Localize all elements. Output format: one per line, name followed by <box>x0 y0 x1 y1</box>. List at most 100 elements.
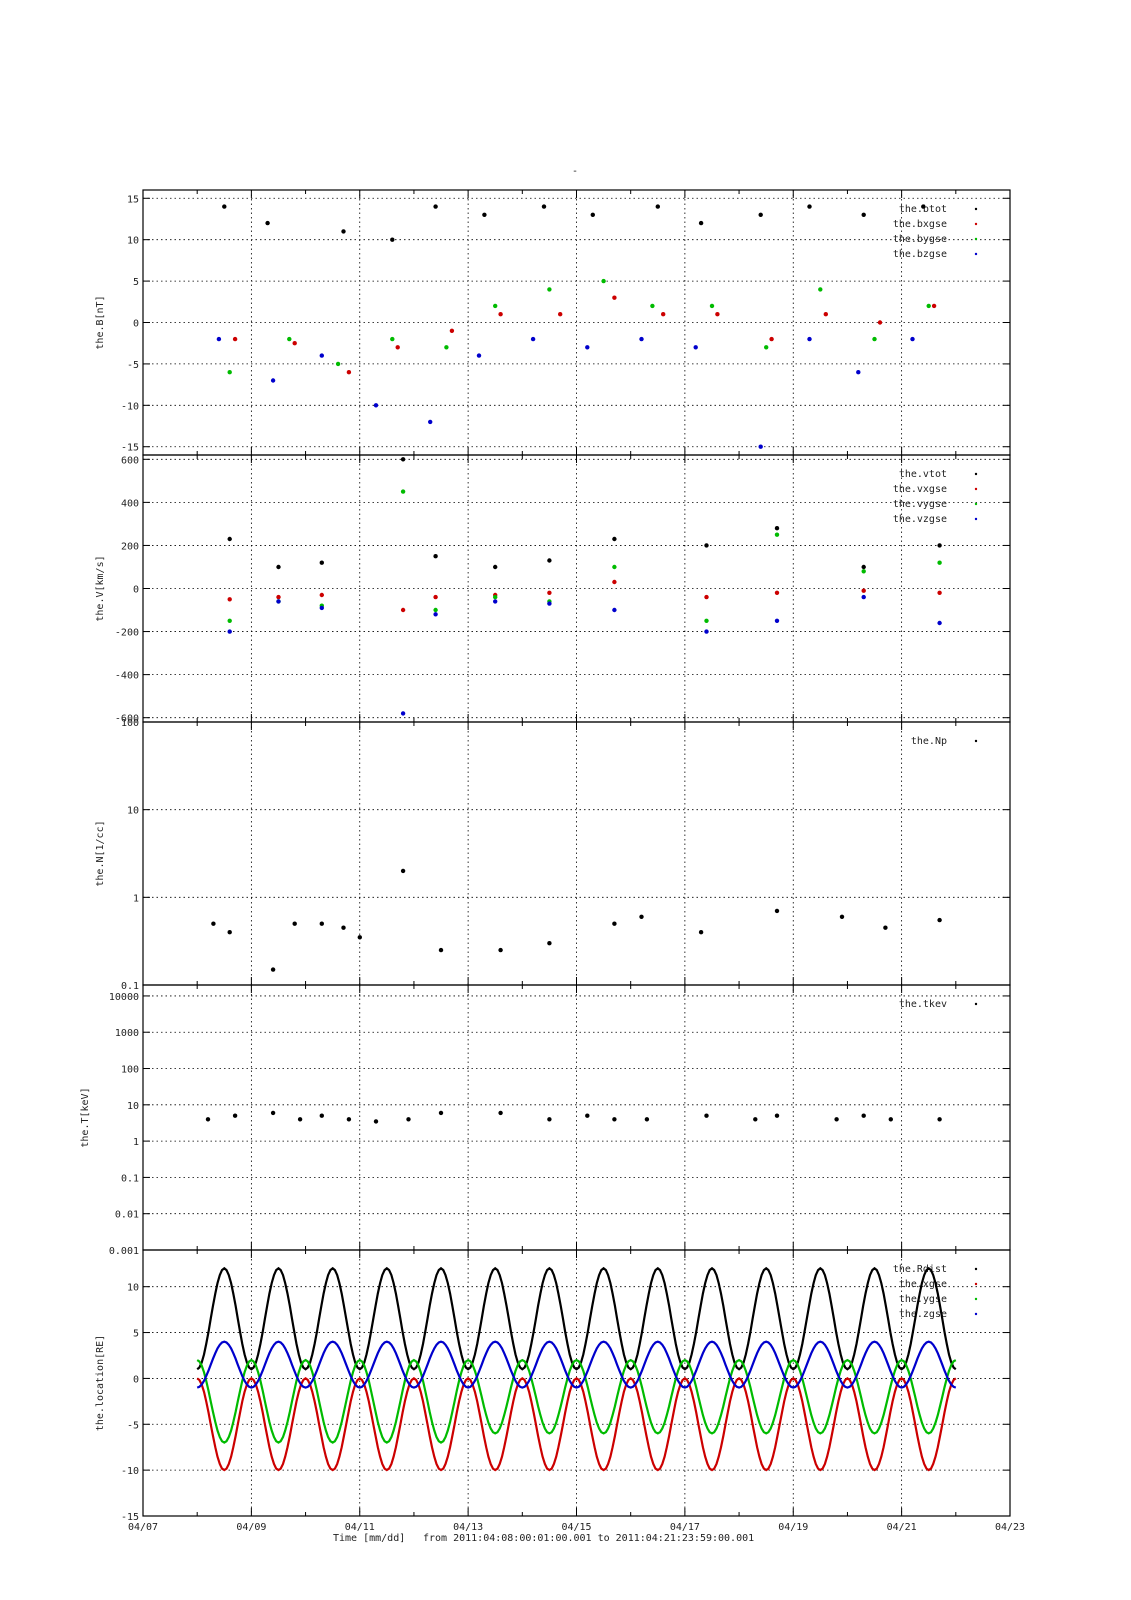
y-tick-label: 0 <box>133 319 139 330</box>
data-point-the.bzgse <box>856 370 861 375</box>
data-point-the.bygse <box>444 345 449 350</box>
data-point-the.vtot <box>493 564 498 570</box>
figure-title: - <box>572 166 578 177</box>
data-point-the.bygse <box>872 336 877 342</box>
data-point-the.Np <box>357 935 362 940</box>
y-tick-label: 0.01 <box>115 1210 139 1221</box>
data-point-the.tkev <box>498 1110 503 1116</box>
legend-marker <box>974 487 978 491</box>
data-point-the.vzgse <box>493 599 498 604</box>
panel-3: 100 10 1 0.1 the.N[1/cc] the.Np <box>95 718 1011 992</box>
data-point-the.bxgse <box>823 312 828 317</box>
data-point-the.btot <box>390 237 395 242</box>
legend-marker <box>974 1312 978 1316</box>
legend-marker <box>974 222 978 226</box>
data-point-the.bygse <box>390 336 395 342</box>
data-point-the.bxgse <box>661 312 666 317</box>
data-point-the.tkev <box>861 1113 866 1118</box>
legend-entry: the.bxgse <box>893 219 947 230</box>
y-tick-label: 10 <box>127 806 139 817</box>
legend-marker <box>974 237 978 241</box>
y-tick-label: 100 <box>121 718 139 729</box>
data-point-the.bygse <box>818 287 823 292</box>
y-axis-label: the.N[1/cc] <box>95 820 106 886</box>
y-axis-label: the.B[nT] <box>95 295 106 349</box>
data-point-the.Np <box>227 930 232 935</box>
data-point-the.tkev <box>438 1110 444 1116</box>
data-point-the.vtot <box>612 536 617 542</box>
data-point-the.bygse <box>493 303 498 309</box>
series-line-the.xgse <box>196 1377 957 1472</box>
data-point-the.vygse <box>493 594 498 600</box>
data-point-the.vzgse <box>704 629 709 634</box>
legend-marker <box>974 1002 978 1006</box>
data-point-the.btot <box>921 204 926 209</box>
y-tick-label: 0.001 <box>109 1246 139 1257</box>
x-tick-label: 04/17 <box>670 1522 700 1533</box>
y-tick-label: 100 <box>121 1065 139 1076</box>
legend-marker <box>974 1267 978 1271</box>
data-point-the.vzgse <box>612 607 617 613</box>
panel-1: 15 10 5 0 -5 -10 -15 the.B[nT] the.btot the.bxgse… <box>95 189 1011 456</box>
y-tick-label: 0 <box>133 585 139 596</box>
data-point-the.Np <box>400 868 406 874</box>
y-tick-label: -15 <box>121 1512 139 1523</box>
legend-entry: the.vtot <box>899 469 947 480</box>
y-tick-label: 10 <box>127 236 139 247</box>
data-point-the.bzgse <box>428 419 433 425</box>
legend-entry: the.xgse <box>899 1279 947 1290</box>
data-point-the.btot <box>807 204 812 209</box>
data-point-the.bxgse <box>612 295 617 300</box>
data-point-the.bygse <box>764 345 769 350</box>
legend-marker <box>974 1297 978 1301</box>
data-point-the.Np <box>774 908 780 914</box>
data-point-the.tkev <box>612 1117 617 1122</box>
data-point-the.vtot <box>547 558 552 563</box>
data-point-the.bygse <box>601 278 606 284</box>
y-tick-label: 15 <box>127 194 139 205</box>
x-tick-label: 04/11 <box>345 1522 375 1533</box>
data-point-the.vxgse <box>704 594 709 600</box>
y-axis-label: the.V[km/s] <box>95 555 106 621</box>
legend-entry: the.zgse <box>899 1309 947 1320</box>
data-point-the.vxgse <box>433 594 438 600</box>
data-point-the.Np <box>211 921 216 926</box>
y-tick-label: -10 <box>121 401 139 412</box>
data-point-the.vtot <box>276 564 281 570</box>
data-point-the.bzgse <box>807 336 812 342</box>
data-point-the.btot <box>861 212 866 217</box>
y-tick-label: 5 <box>133 1329 139 1340</box>
legend-entry: the.vxgse <box>893 484 947 495</box>
legend-marker <box>974 252 978 256</box>
x-axis-range: from 2011:04:08:00:01:00.001 to 2011:04:… <box>423 1533 754 1544</box>
panel-frame <box>142 1249 1011 1517</box>
data-point-the.bzgse <box>319 353 324 358</box>
data-point-the.tkev <box>937 1117 942 1122</box>
x-tick-label: 04/19 <box>778 1522 808 1533</box>
legend-entry: the.vzgse <box>893 514 947 525</box>
data-point-the.btot <box>655 204 660 209</box>
data-point-the.bzgse <box>530 336 536 342</box>
y-tick-label: 5 <box>133 277 139 288</box>
data-point-the.btot <box>482 212 487 217</box>
data-point-the.vtot <box>861 564 866 570</box>
data-point-the.tkev <box>774 1113 780 1118</box>
data-point-the.bzgse <box>758 444 763 449</box>
y-tick-label: -400 <box>115 671 139 682</box>
data-point-the.bzgse <box>216 336 222 342</box>
panel-2: 600 400 200 0 -200 -400 -600 the.V[km/s] the.vto… <box>95 454 1011 725</box>
data-point-the.vygse <box>227 618 232 623</box>
data-point-the.btot <box>341 229 346 234</box>
y-tick-label: 10 <box>127 1283 139 1294</box>
x-tick-label: 04/21 <box>887 1522 917 1533</box>
x-tick-label: 04/09 <box>236 1522 266 1533</box>
legend-entry: the.tkev <box>899 999 947 1010</box>
data-point-the.tkev <box>232 1113 238 1118</box>
data-point-the.tkev <box>297 1117 303 1122</box>
y-tick-label: 600 <box>121 455 139 466</box>
x-axis-title: Time [mm/dd] <box>333 1533 405 1544</box>
data-point-the.Np <box>698 930 704 935</box>
y-tick-label: -5 <box>127 360 139 371</box>
series-line-the.Rdist <box>196 1266 957 1371</box>
data-point-the.tkev <box>346 1117 352 1122</box>
